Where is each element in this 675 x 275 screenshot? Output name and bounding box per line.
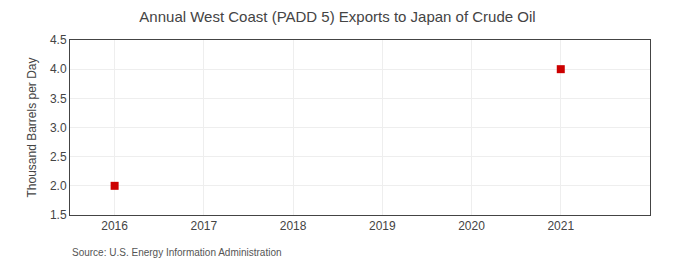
svg-text:2.0: 2.0 (50, 179, 67, 193)
svg-text:3.0: 3.0 (50, 121, 67, 135)
svg-text:2.5: 2.5 (50, 150, 67, 164)
svg-text:4.0: 4.0 (50, 62, 67, 76)
svg-text:Annual West Coast (PADD 5) Exp: Annual West Coast (PADD 5) Exports to Ja… (139, 8, 535, 25)
svg-text:4.5: 4.5 (50, 33, 67, 47)
svg-text:2017: 2017 (190, 219, 217, 233)
svg-text:1.5: 1.5 (50, 208, 67, 222)
svg-text:2021: 2021 (547, 219, 574, 233)
svg-text:2018: 2018 (280, 219, 307, 233)
svg-text:2020: 2020 (458, 219, 485, 233)
svg-text:2016: 2016 (101, 219, 128, 233)
svg-text:2019: 2019 (369, 219, 396, 233)
svg-text:Thousand Barrels per Day: Thousand Barrels per Day (25, 57, 39, 197)
svg-text:3.5: 3.5 (50, 92, 67, 106)
svg-text:Source: U.S. Energy Informatio: Source: U.S. Energy Information Administ… (72, 247, 282, 258)
